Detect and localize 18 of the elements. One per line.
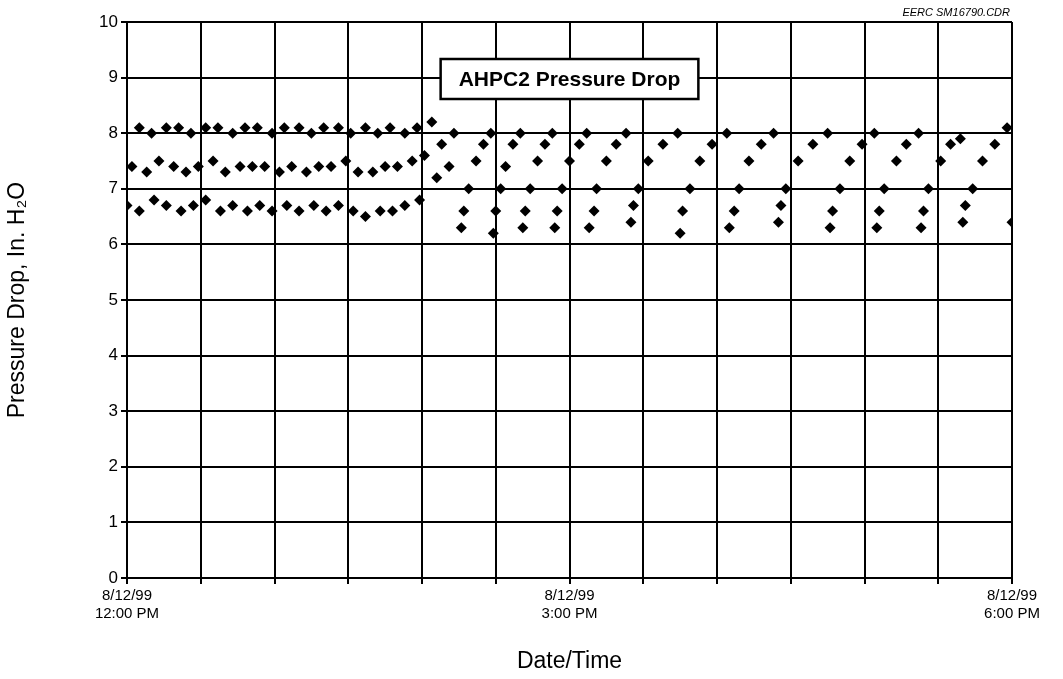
text: EERC SM16790.CDR [902, 5, 1011, 18]
x-tick-label: 8/12/99 12:00 PM [94, 586, 160, 622]
y-tick-label: 1 [108, 512, 118, 532]
x-tick-label: 8/12/99 3:00 PM [541, 586, 598, 622]
y-axis-title: Pressure Drop, In. H₂O [3, 181, 30, 419]
y-tick-label: 8 [108, 122, 118, 142]
y-tick-label: 6 [108, 234, 118, 254]
y-tick-label: 0 [108, 567, 118, 587]
y-tick-label: 3 [108, 400, 118, 420]
y-tick-label: 5 [108, 289, 118, 309]
text: AHPC2 Pressure Drop [458, 66, 681, 90]
y-tick-label: 4 [108, 345, 118, 365]
y-tick-label: 2 [108, 456, 118, 476]
y-tick-label: 10 [99, 11, 118, 31]
y-tick-label: 7 [108, 178, 118, 198]
x-axis-title: Date/Time [516, 646, 623, 673]
y-tick-label: 9 [108, 67, 118, 87]
x-tick-label: 8/12/99 6:00 PM [984, 586, 1040, 622]
